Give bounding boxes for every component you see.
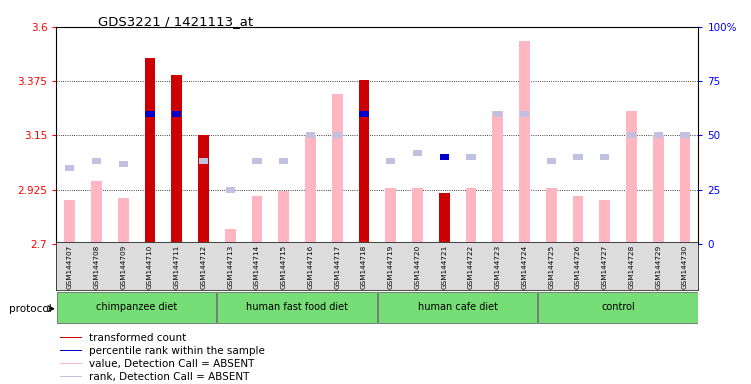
- Bar: [599, 200, 610, 244]
- Text: value, Detection Call = ABSENT: value, Detection Call = ABSENT: [89, 359, 254, 369]
- FancyBboxPatch shape: [538, 292, 698, 323]
- Text: GSM144717: GSM144717: [334, 244, 340, 288]
- Text: GSM144712: GSM144712: [201, 244, 207, 288]
- Bar: [119, 161, 128, 167]
- Bar: [386, 158, 396, 164]
- Bar: [680, 136, 690, 244]
- Text: GSM144709: GSM144709: [120, 244, 126, 288]
- Bar: [493, 111, 503, 244]
- Bar: [279, 191, 289, 244]
- Bar: [519, 41, 530, 244]
- Bar: [413, 150, 422, 156]
- Text: GSM144714: GSM144714: [254, 244, 260, 288]
- Bar: [92, 158, 101, 164]
- Text: GSM144726: GSM144726: [575, 244, 581, 288]
- Text: GSM144710: GSM144710: [147, 244, 153, 288]
- Bar: [359, 80, 369, 244]
- Bar: [573, 195, 584, 244]
- Text: GSM144729: GSM144729: [656, 244, 662, 288]
- Text: GSM144721: GSM144721: [442, 244, 448, 288]
- Bar: [199, 158, 208, 164]
- Bar: [359, 80, 369, 244]
- Text: GSM144713: GSM144713: [228, 244, 234, 288]
- Bar: [333, 132, 342, 138]
- Text: chimpanzee diet: chimpanzee diet: [96, 302, 177, 312]
- Bar: [439, 193, 450, 244]
- Text: GDS3221 / 1421113_at: GDS3221 / 1421113_at: [98, 15, 253, 28]
- Text: protocol: protocol: [9, 304, 52, 314]
- Text: GSM144727: GSM144727: [602, 244, 608, 288]
- Bar: [653, 136, 664, 244]
- Bar: [332, 94, 342, 244]
- Bar: [439, 154, 449, 160]
- Text: human cafe diet: human cafe diet: [418, 302, 498, 312]
- Text: transformed count: transformed count: [89, 333, 186, 343]
- Bar: [520, 111, 529, 117]
- Bar: [466, 154, 475, 160]
- Text: GSM144720: GSM144720: [415, 244, 421, 288]
- Text: human fast food diet: human fast food diet: [246, 302, 348, 312]
- Bar: [59, 337, 83, 338]
- Bar: [385, 189, 396, 244]
- Bar: [359, 111, 369, 117]
- Bar: [172, 111, 182, 117]
- Bar: [600, 154, 610, 160]
- Text: GSM144708: GSM144708: [93, 244, 99, 288]
- Bar: [59, 376, 83, 377]
- Bar: [145, 58, 155, 244]
- Text: GSM144723: GSM144723: [495, 244, 501, 288]
- Bar: [493, 111, 502, 117]
- Text: GSM144718: GSM144718: [361, 244, 367, 288]
- Bar: [91, 181, 102, 244]
- FancyBboxPatch shape: [378, 292, 538, 323]
- Text: GSM144722: GSM144722: [468, 244, 474, 288]
- Text: GSM144707: GSM144707: [67, 244, 73, 288]
- Bar: [439, 193, 450, 244]
- Text: GSM144711: GSM144711: [173, 244, 179, 288]
- Bar: [65, 165, 74, 171]
- Bar: [279, 158, 288, 164]
- Bar: [653, 132, 663, 138]
- Bar: [65, 200, 75, 244]
- Bar: [546, 189, 556, 244]
- Bar: [359, 111, 369, 117]
- FancyBboxPatch shape: [217, 292, 377, 323]
- Bar: [252, 195, 262, 244]
- Bar: [626, 111, 637, 244]
- Bar: [627, 132, 636, 138]
- Text: percentile rank within the sample: percentile rank within the sample: [89, 346, 264, 356]
- Bar: [305, 136, 316, 244]
- Text: rank, Detection Call = ABSENT: rank, Detection Call = ABSENT: [89, 372, 249, 382]
- Bar: [145, 111, 155, 117]
- Bar: [466, 189, 476, 244]
- Bar: [59, 363, 83, 364]
- Text: GSM144715: GSM144715: [281, 244, 287, 288]
- Bar: [547, 158, 556, 164]
- Bar: [145, 58, 155, 244]
- Bar: [59, 350, 83, 351]
- Bar: [118, 198, 128, 244]
- Bar: [306, 132, 315, 138]
- Bar: [171, 75, 182, 244]
- Bar: [198, 136, 209, 244]
- Bar: [172, 111, 182, 117]
- Bar: [412, 189, 423, 244]
- FancyBboxPatch shape: [57, 292, 216, 323]
- Bar: [439, 154, 449, 160]
- Bar: [225, 187, 235, 193]
- Text: GSM144724: GSM144724: [521, 244, 527, 288]
- Text: control: control: [602, 302, 635, 312]
- Bar: [680, 132, 689, 138]
- Bar: [171, 75, 182, 244]
- Bar: [252, 158, 261, 164]
- Text: GSM144719: GSM144719: [388, 244, 394, 288]
- Bar: [145, 111, 155, 117]
- Text: GSM144725: GSM144725: [548, 244, 554, 288]
- Bar: [573, 154, 583, 160]
- Text: GSM144716: GSM144716: [307, 244, 313, 288]
- Bar: [225, 229, 236, 244]
- Bar: [198, 136, 209, 244]
- Text: GSM144728: GSM144728: [629, 244, 635, 288]
- Text: GSM144730: GSM144730: [682, 244, 688, 288]
